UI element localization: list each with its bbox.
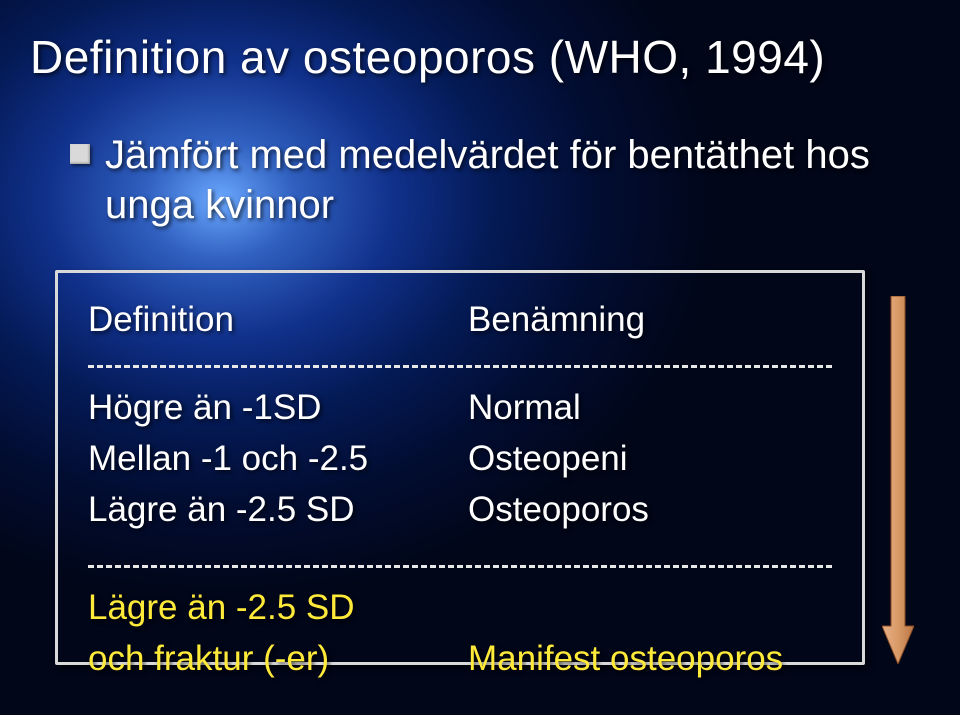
divider-bottom [88,565,832,568]
table-header: Definition Benämning [88,295,832,346]
cell-def-1: Mellan -1 och -2.5 [88,434,468,485]
cell-name-0: Normal [468,383,832,434]
definition-table: Definition Benämning Högre än -1SD Norma… [55,270,865,665]
footer-name: Manifest osteoporos [468,583,832,685]
table-row: Högre än -1SD Normal [88,383,832,434]
arrow-down-icon [882,296,914,664]
cell-name-1: Osteopeni [468,434,832,485]
cell-def-0: Högre än -1SD [88,383,468,434]
table-footer: Lägre än -2.5 SD och fraktur (-er) Manif… [88,583,832,685]
header-definition: Definition [88,295,468,346]
footer-def-line1: Lägre än -2.5 SD [88,583,468,634]
header-benamning: Benämning [468,295,832,346]
cell-def-2: Lägre än -2.5 SD [88,485,468,536]
footer-def-line2: och fraktur (-er) [88,634,468,685]
table-row: Lägre än -2.5 SD Osteoporos [88,485,832,536]
slide-title: Definition av osteoporos (WHO, 1994) [30,30,825,84]
footer-def: Lägre än -2.5 SD och fraktur (-er) [88,583,468,685]
bullet-text: Jämfört med medelvärdet för bentäthet ho… [105,130,960,230]
bullet-item: Jämfört med medelvärdet för bentäthet ho… [70,130,960,230]
bullet-square-icon [70,144,90,164]
divider-top [88,365,832,368]
cell-name-2: Osteoporos [468,485,832,536]
table-row: Mellan -1 och -2.5 Osteopeni [88,434,832,485]
footer-name-text: Manifest osteoporos [468,634,783,685]
table-body: Högre än -1SD Normal Mellan -1 och -2.5 … [88,383,832,535]
